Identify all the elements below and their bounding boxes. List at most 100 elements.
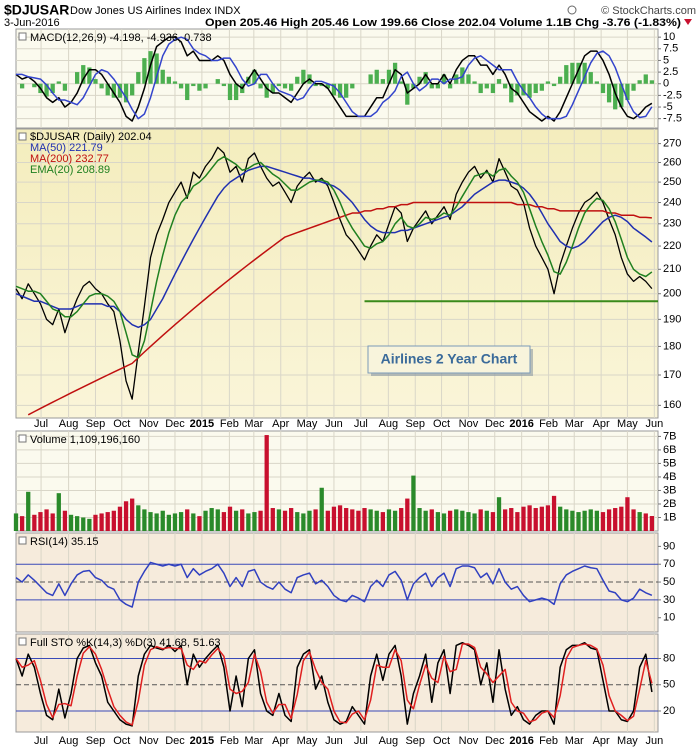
y-tick-label: 10	[663, 612, 675, 624]
y-tick-label: 90	[663, 540, 675, 552]
histogram-bar	[625, 83, 630, 101]
x-tick-label: Oct	[113, 418, 130, 430]
y-tick-label: 4B	[663, 471, 676, 483]
volume-bar	[282, 510, 288, 531]
volume-bar	[130, 498, 135, 531]
histogram-bar	[295, 76, 300, 84]
histogram-bar	[405, 83, 410, 105]
volume-bar	[185, 509, 190, 531]
y-tick-label: 240	[663, 196, 681, 208]
volume-bar	[484, 510, 489, 531]
volume-bar	[221, 512, 227, 531]
volume-bar	[325, 510, 330, 531]
x-tick-label: May	[297, 418, 318, 430]
histogram-bar	[185, 83, 190, 101]
y-tick-label: 260	[663, 156, 681, 168]
histogram-bar	[533, 83, 538, 94]
histogram-bar	[509, 83, 514, 103]
histogram-bar	[50, 83, 55, 94]
volume-bar	[227, 506, 233, 531]
y-tick-label: 190	[663, 313, 681, 325]
x-tick-label: Nov	[139, 735, 159, 747]
histogram-bar	[374, 69, 379, 84]
volume-bar	[56, 493, 61, 531]
x-tick-label: Oct	[113, 735, 130, 747]
volume-bar	[246, 513, 251, 531]
volume-bar	[319, 487, 324, 531]
histogram-bar	[123, 83, 129, 103]
histogram-bar	[570, 62, 575, 84]
volume-bar	[613, 508, 618, 531]
x-tick-label: Apr	[272, 735, 289, 747]
x-tick-label: Aug	[379, 735, 399, 747]
panel-background	[15, 28, 659, 129]
volume-bar	[13, 513, 19, 531]
histogram-bar	[399, 81, 404, 84]
series-line	[27, 201, 652, 416]
x-tick-label: Sep	[405, 735, 425, 747]
volume-bar	[460, 510, 465, 531]
histogram-bar	[87, 67, 92, 84]
y-tick-label: 30	[663, 594, 675, 606]
volume-bar	[44, 509, 49, 531]
histogram-bar	[423, 72, 428, 84]
volume-bar	[270, 508, 275, 531]
volume-bar	[148, 512, 153, 531]
x-tick-label: Sep	[86, 418, 106, 430]
volume-bar	[32, 514, 37, 531]
histogram-bar	[551, 83, 557, 87]
histogram-bar	[429, 83, 434, 89]
histogram-bar	[435, 83, 441, 89]
x-tick-label: Feb	[539, 418, 558, 430]
histogram-bar	[221, 83, 227, 87]
series-line	[16, 36, 653, 120]
volume-bar	[392, 510, 398, 531]
histogram-bar	[81, 65, 86, 84]
volume-bar	[178, 512, 184, 531]
x-tick-label: Jun	[325, 735, 343, 747]
volume-bar	[172, 513, 178, 531]
legend-entry: MA(50) 221.79	[30, 142, 103, 154]
volume-bar	[380, 512, 385, 531]
volume-bar	[429, 509, 434, 531]
volume-bar	[466, 512, 471, 531]
volume-bar	[93, 514, 98, 531]
volume-bar	[637, 512, 642, 531]
histogram-bar	[44, 83, 49, 97]
volume-bar	[209, 508, 214, 531]
histogram-bar	[478, 83, 483, 94]
panel-legend: Full STO %K(14,3) %D(3) 41.68, 51.63	[30, 637, 221, 649]
volume-bar	[142, 509, 147, 531]
x-tick-label: Apr	[593, 418, 610, 430]
volume-bar	[26, 491, 31, 531]
volume-bar	[87, 518, 92, 531]
volume-bar	[197, 516, 202, 531]
histogram-bar	[411, 83, 416, 89]
histogram-bar	[258, 83, 263, 89]
histogram-bar	[19, 83, 25, 89]
volume-bar	[154, 513, 159, 531]
histogram-bar	[331, 83, 337, 96]
x-tick-label: Dec	[165, 735, 185, 747]
volume-bar	[606, 509, 612, 531]
y-tick-label: -5	[663, 101, 673, 113]
volume-bar	[570, 510, 575, 531]
histogram-bar	[527, 83, 532, 98]
volume-bar	[191, 513, 196, 531]
x-tick-label: May	[297, 735, 318, 747]
symbol: $DJUSAR	[4, 2, 69, 18]
volume-bar	[454, 509, 459, 531]
volume-bar	[301, 513, 306, 531]
legend-entry: EMA(20) 208.89	[30, 164, 110, 176]
volume-bar	[551, 495, 557, 531]
histogram-bar	[606, 83, 612, 103]
histogram-bar	[490, 83, 496, 94]
histogram-bar	[564, 65, 569, 84]
volume-bar	[490, 512, 496, 531]
volume-bar	[99, 513, 104, 531]
y-tick-label: 1B	[663, 511, 676, 523]
y-tick-label: 180	[663, 340, 681, 352]
volume-bar	[386, 509, 392, 531]
x-tick-label: 2016	[509, 735, 533, 747]
series-line	[15, 643, 653, 726]
